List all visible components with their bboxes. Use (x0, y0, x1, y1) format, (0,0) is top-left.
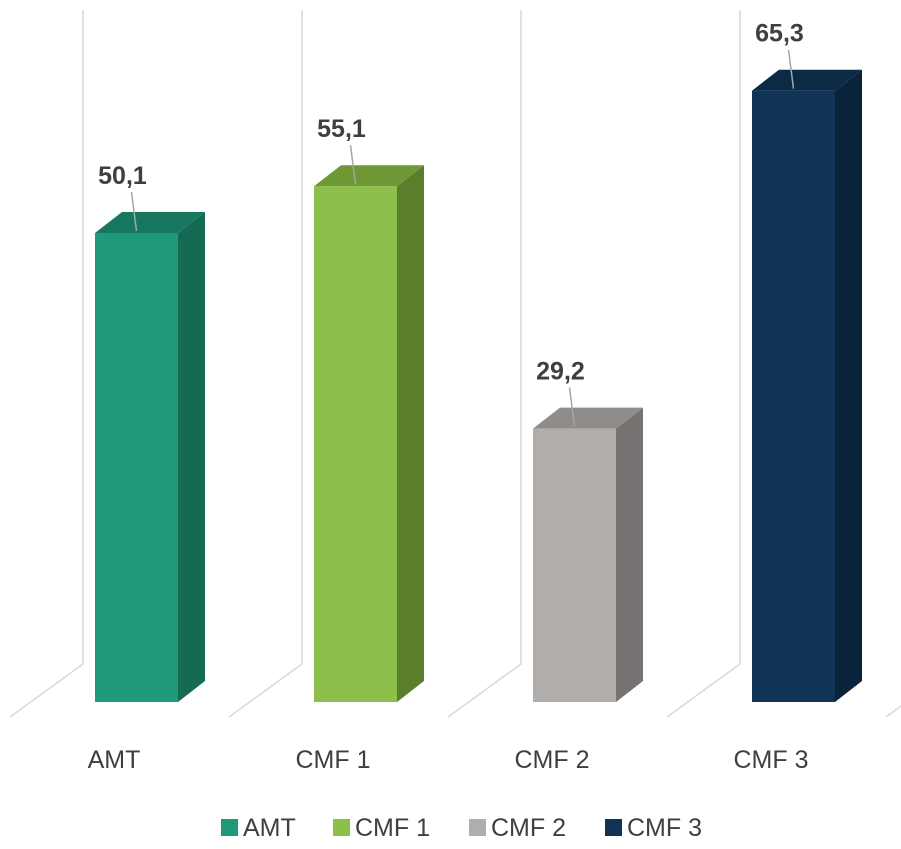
legend-label: CMF 3 (627, 814, 702, 842)
bar-top-face (533, 407, 643, 429)
bar-top-face (95, 212, 205, 233)
bar-front-face (752, 90, 835, 703)
bar-cmf-1 (314, 165, 424, 703)
grid-line (9, 10, 84, 718)
legend-item: CMF 1 (333, 814, 430, 842)
bars (95, 69, 862, 703)
grid-line (666, 10, 741, 718)
bar-front-face (533, 428, 616, 702)
legend-item: CMF 3 (605, 814, 702, 842)
data-label: 50,1 (98, 162, 147, 190)
category-axis: AMT CMF 1 CMF 2 CMF 3 (88, 746, 809, 774)
data-label: 55,1 (317, 115, 366, 143)
bar-side-face (397, 165, 424, 703)
bar-top-face (752, 69, 862, 91)
category-label: AMT (88, 746, 141, 774)
grid-line (228, 10, 303, 718)
bar-side-face (835, 69, 862, 703)
legend-swatch (469, 819, 486, 836)
grid-line (885, 705, 901, 718)
legend-swatch (605, 819, 622, 836)
bar-front-face (314, 186, 397, 703)
bar-cmf-3 (752, 69, 862, 703)
category-label: CMF 2 (515, 746, 590, 774)
bar-cmf-2 (533, 407, 643, 702)
legend-swatch (333, 819, 350, 836)
bar-top-face (314, 165, 424, 187)
bar-side-face (178, 212, 205, 702)
legend-label: CMF 1 (355, 814, 430, 842)
data-label-leader-line (130, 191, 138, 232)
data-label: 65,3 (755, 20, 804, 48)
data-label: 29,2 (536, 358, 585, 386)
legend-swatch (221, 819, 238, 836)
bar-amt (95, 212, 205, 702)
legend: AMT CMF 1 CMF 2 CMF 3 (221, 814, 702, 842)
legend-item: CMF 2 (469, 814, 566, 842)
bar-front-face (95, 233, 178, 702)
legend-label: CMF 2 (491, 814, 566, 842)
category-label: CMF 1 (296, 746, 371, 774)
grid-lines (9, 10, 901, 718)
legend-label: AMT (243, 814, 296, 842)
data-labels: 50,1 55,1 29,2 65,3 (98, 20, 804, 427)
bar-side-face (616, 407, 643, 702)
data-label-leader-line (568, 387, 576, 427)
grid-line (447, 10, 522, 718)
data-label-leader-line (787, 49, 795, 89)
category-label: CMF 3 (734, 746, 809, 774)
data-label-leader-line (349, 145, 357, 185)
legend-item: AMT (221, 814, 296, 842)
